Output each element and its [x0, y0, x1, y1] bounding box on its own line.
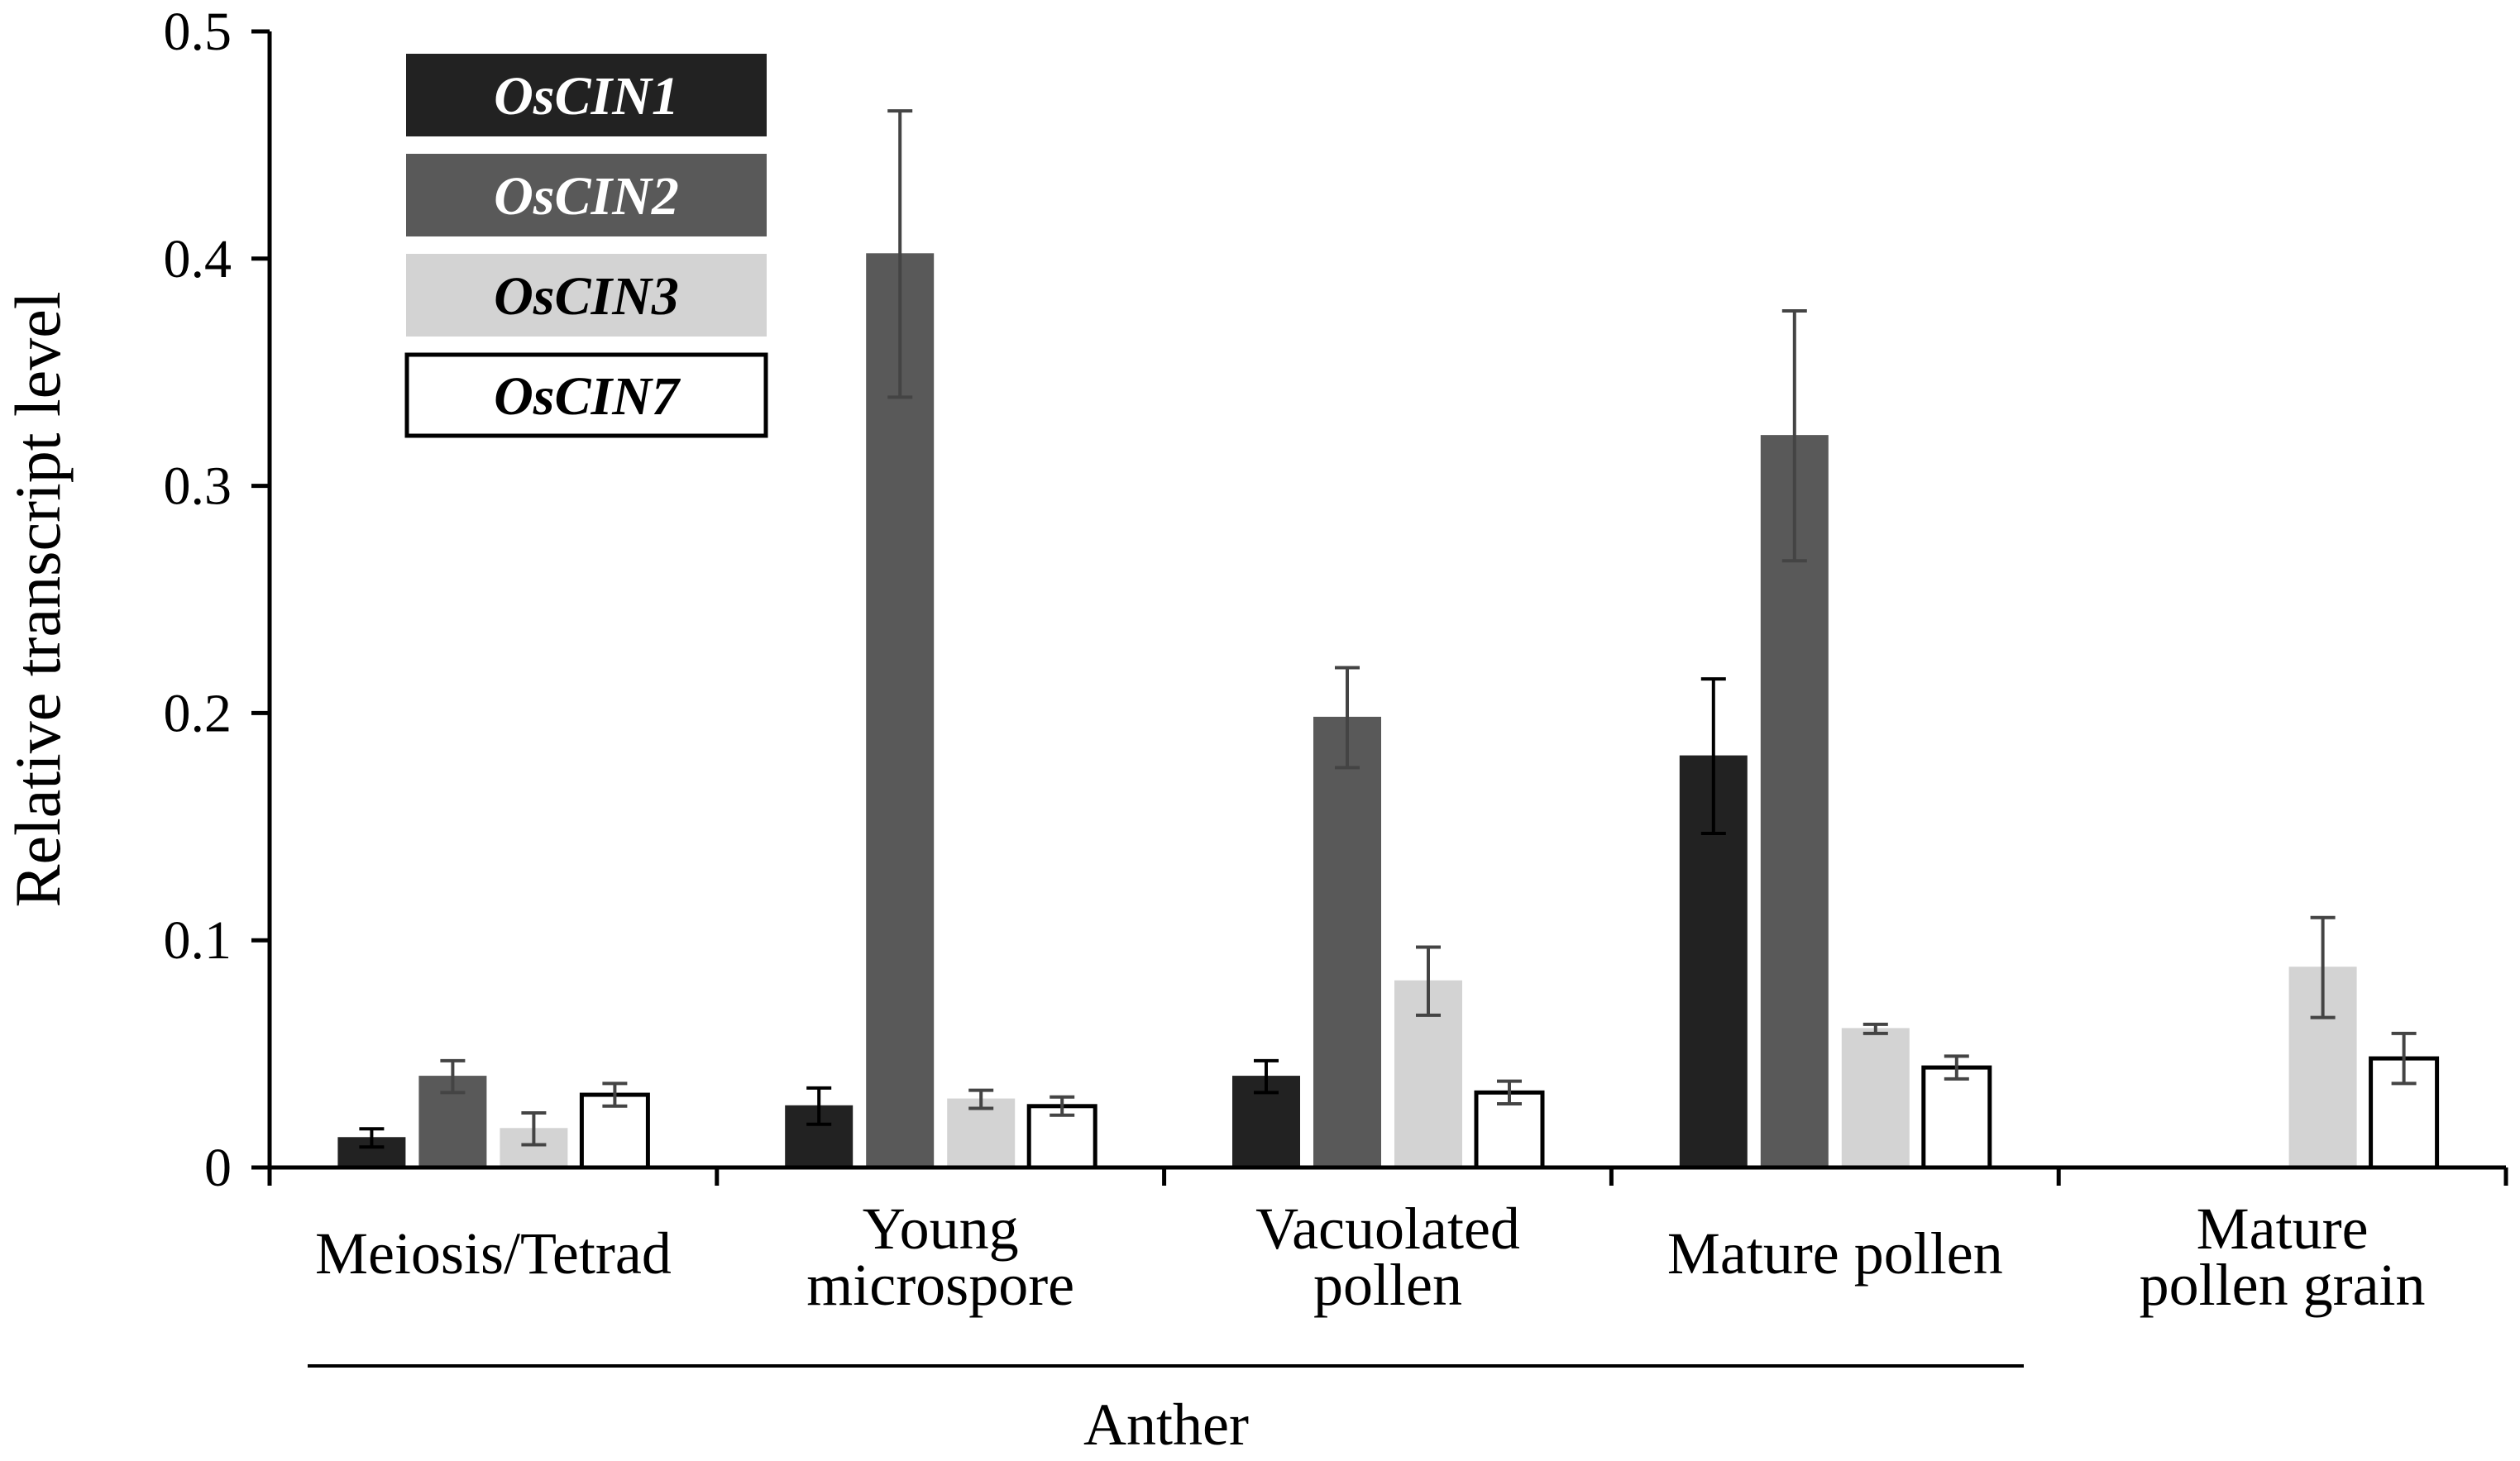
bar-oscin3-1 [947, 1098, 1016, 1169]
y-tick-label: 0.3 [164, 456, 232, 517]
x-category-label: Vacuolated pollen [1255, 1196, 1520, 1318]
legend-item-oscin3: OsCIN3 [406, 254, 767, 337]
x-labels-layer: Meiosis/Tetrad Young microspore Vacuolated p… [267, 1167, 2508, 1318]
error-bar-oscin1-2 [1254, 1058, 1279, 1095]
error-bar-oscin1-1 [806, 1086, 832, 1126]
legend-item-oscin1: OsCIN1 [406, 54, 767, 136]
error-bar-oscin3-4 [2310, 915, 2336, 1019]
legend-swatch [404, 352, 768, 438]
bar-oscin3-3 [1841, 1028, 1910, 1168]
error-bar-oscin7-3 [1944, 1054, 1969, 1081]
bar-oscin2-2 [1313, 716, 1381, 1168]
x-category-label: Meiosis/Tetrad [315, 1220, 672, 1287]
error-bar-oscin7-2 [1497, 1079, 1522, 1106]
error-bar-oscin7-0 [602, 1081, 628, 1108]
legend-swatch [406, 154, 767, 236]
legend-label: OsCIN2 [494, 166, 679, 227]
y-ticks-layer: 0 0.1 0.2 0.3 0.4 0.5 [164, 2, 270, 1198]
anther-group-label: Anther [1083, 1392, 1249, 1458]
x-category-label: Mature pollen [1667, 1220, 2003, 1287]
legend-label: OsCIN7 [494, 366, 681, 427]
y-tick-label: 0.2 [164, 683, 232, 743]
y-tick-label: 0.5 [164, 2, 232, 62]
legend-label: OsCIN1 [494, 66, 679, 127]
error-bar-oscin2-2 [1335, 666, 1360, 770]
error-bar-oscin7-4 [2391, 1031, 2417, 1086]
bars-layer [337, 253, 2440, 1170]
legend-item-oscin7: OsCIN7 [404, 352, 768, 438]
error-bar-oscin1-0 [359, 1127, 385, 1149]
legend-swatch [406, 54, 767, 136]
bar-oscin7-3 [1921, 1065, 1992, 1170]
error-bar-oscin3-2 [1416, 945, 1441, 1017]
error-bar-oscin1-3 [1700, 677, 1726, 836]
legend: OsCIN1 OsCIN2 OsCIN3 OsCIN7 [404, 54, 768, 438]
y-tick-label: 0.1 [164, 910, 232, 971]
bar-oscin2-1 [866, 253, 935, 1169]
error-bar-oscin7-1 [1050, 1095, 1075, 1117]
legend-item-oscin2: OsCIN2 [406, 154, 767, 236]
legend-swatch [406, 254, 767, 337]
error-bars-layer [359, 109, 2417, 1149]
legend-label: OsCIN3 [494, 266, 679, 327]
error-bar-oscin2-1 [887, 109, 913, 399]
y-tick-label: 0.4 [164, 229, 232, 289]
y-axis-title: Relative transcript level [2, 291, 74, 907]
error-bar-oscin3-3 [1863, 1022, 1888, 1035]
y-tick-label: 0 [204, 1138, 232, 1198]
error-bar-oscin3-1 [968, 1088, 994, 1110]
axes-layer [267, 31, 2506, 1170]
error-bar-oscin2-0 [440, 1058, 466, 1095]
x-category-label: Mature pollen grain [2140, 1196, 2426, 1318]
x-category-label: Young microspore [806, 1196, 1074, 1318]
error-bar-oscin2-3 [1781, 309, 1807, 563]
error-bar-oscin3-0 [521, 1111, 547, 1147]
